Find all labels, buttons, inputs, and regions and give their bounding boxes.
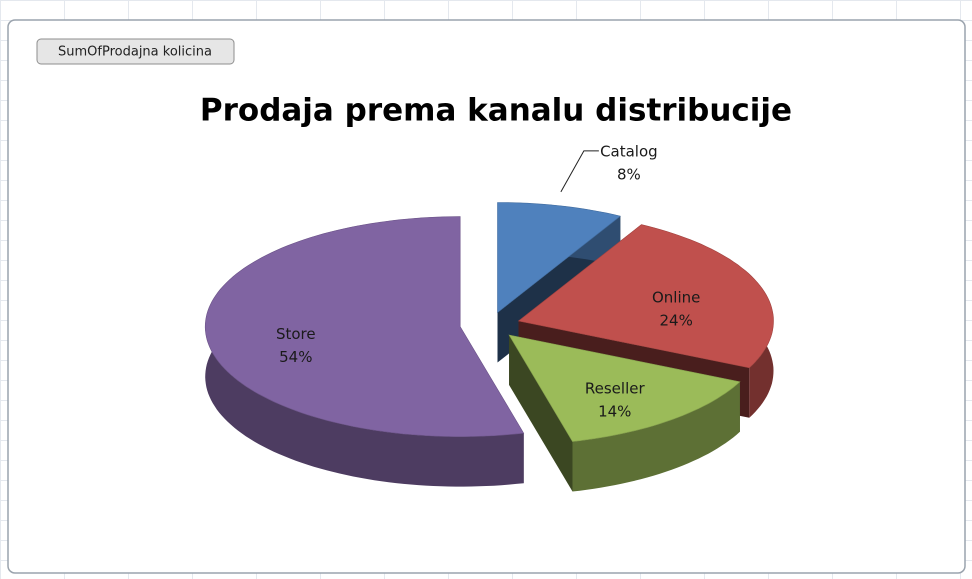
field-button[interactable]: SumOfProdajna kolicina bbox=[36, 38, 235, 65]
data-label-category: Reseller bbox=[585, 380, 646, 398]
data-label-value: 24% bbox=[659, 311, 692, 329]
slice bbox=[204, 216, 525, 487]
slice bbox=[508, 334, 741, 492]
field-button-label[interactable]: SumOfProdajna kolicina bbox=[58, 45, 212, 60]
data-label-category: Catalog bbox=[600, 142, 658, 160]
leader-line bbox=[560, 150, 599, 193]
slice-rim bbox=[572, 381, 740, 492]
field-button-box[interactable] bbox=[36, 38, 235, 65]
slice-top bbox=[497, 202, 621, 314]
data-label-value: 8% bbox=[617, 165, 641, 183]
data-label-category: Store bbox=[276, 325, 316, 343]
slice-top bbox=[517, 224, 774, 369]
chart-title: Prodaja prema kanalu distribucije bbox=[200, 93, 792, 129]
slice-radial-side bbox=[509, 335, 573, 492]
data-label-category: Online bbox=[652, 288, 700, 306]
slice-top bbox=[204, 216, 525, 437]
data-label-value: 14% bbox=[598, 403, 631, 421]
data-label-value: 54% bbox=[279, 348, 312, 366]
slice-top bbox=[508, 334, 741, 442]
